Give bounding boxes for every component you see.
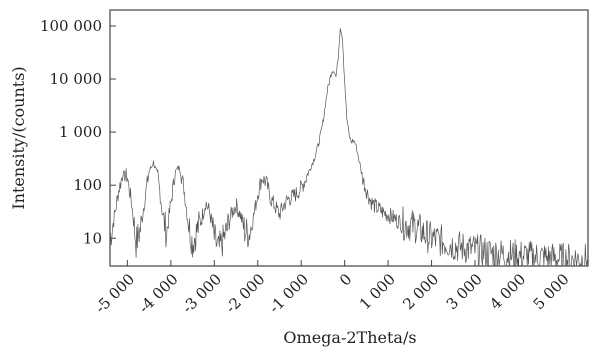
x-tick-label: -5 000 <box>92 270 139 317</box>
x-tick-label: -1 000 <box>265 270 312 317</box>
y-tick-label: 100 <box>73 176 102 194</box>
x-tick-label: 0 <box>336 270 355 289</box>
y-tick-label: 10 <box>83 229 102 247</box>
x-tick-label: 3 000 <box>443 270 486 313</box>
y-axis-ticks: 10 100 1 000 10 000 100 000 <box>40 17 116 247</box>
x-tick-label: 1 000 <box>356 270 399 313</box>
x-tick-label: 2 000 <box>399 270 442 313</box>
x-tick-label: -4 000 <box>135 270 182 317</box>
y-tick-label: 100 000 <box>40 17 102 35</box>
y-tick-label: 10 000 <box>50 70 103 88</box>
x-axis-ticks: -5 000-4 000-3 000-2 000-1 000 0 1 000 2 00… <box>92 260 573 317</box>
x-tick-label: -3 000 <box>178 270 225 317</box>
x-axis-label: Omega-2Theta/s <box>283 328 416 347</box>
y-axis-label: Intensity/(counts) <box>9 66 28 209</box>
intensity-trace <box>109 28 589 268</box>
y-tick-label: 1 000 <box>59 123 102 141</box>
x-tick-label: 5 000 <box>530 270 573 313</box>
x-tick-label: -2 000 <box>222 270 269 317</box>
x-tick-label: 4 000 <box>486 270 529 313</box>
plot-frame <box>109 9 589 267</box>
